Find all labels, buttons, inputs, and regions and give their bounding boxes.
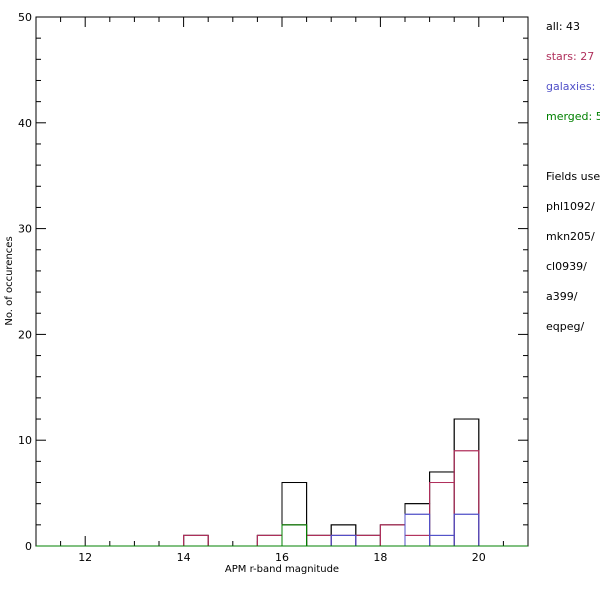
bar-galaxies bbox=[453, 513, 480, 547]
bar-all bbox=[379, 524, 406, 547]
bar-galaxies bbox=[404, 513, 431, 547]
bar-all bbox=[281, 482, 308, 547]
bar-stars bbox=[355, 534, 381, 547]
x-tick-label: 16 bbox=[275, 551, 289, 564]
x-tick-label: 18 bbox=[373, 551, 387, 564]
y-tick-label: 50 bbox=[18, 11, 32, 24]
bar-stars bbox=[379, 524, 406, 547]
bar-all bbox=[429, 471, 455, 547]
y-tick-label: 40 bbox=[18, 117, 32, 130]
y-tick-label: 10 bbox=[18, 434, 32, 447]
field-item: eqpeg/ bbox=[546, 320, 585, 333]
bar-all bbox=[306, 534, 332, 547]
y-tick-label: 20 bbox=[18, 328, 32, 341]
y-axis-label: No. of occurences bbox=[4, 236, 15, 325]
bar-stars bbox=[183, 534, 209, 547]
bar-all bbox=[453, 418, 480, 547]
bar-stars bbox=[330, 534, 357, 547]
bar-stars bbox=[429, 482, 455, 547]
x-tick-label: 20 bbox=[472, 551, 486, 564]
x-tick-label: 12 bbox=[78, 551, 92, 564]
bar-stars bbox=[404, 534, 431, 547]
bar-stars bbox=[281, 524, 308, 547]
bar-all bbox=[183, 534, 209, 547]
fields-used-title: Fields used bbox=[546, 170, 600, 183]
field-item: mkn205/ bbox=[546, 230, 595, 243]
x-tick-label: 14 bbox=[177, 551, 191, 564]
bar-all bbox=[355, 534, 381, 547]
field-item: cl0939/ bbox=[546, 260, 587, 273]
field-item: phl1092/ bbox=[546, 200, 595, 213]
bar-all bbox=[256, 534, 283, 547]
bar-merged bbox=[281, 524, 308, 547]
x-axis-label: APM r-band magnitude bbox=[225, 564, 339, 575]
legend-entry: stars: 27 bbox=[546, 50, 595, 63]
y-tick-label: 0 bbox=[25, 540, 32, 553]
bar-galaxies bbox=[330, 534, 357, 547]
bar-galaxies bbox=[429, 534, 455, 547]
bar-stars bbox=[453, 450, 480, 547]
legend-entry: merged: 5 bbox=[546, 110, 600, 123]
y-tick-label: 30 bbox=[18, 223, 32, 236]
legend-entry: all: 43 bbox=[546, 20, 581, 33]
legend-entry: galaxies: 1 bbox=[546, 80, 600, 93]
bar-all bbox=[404, 503, 431, 547]
field-item: a399/ bbox=[546, 290, 578, 303]
bar-stars bbox=[306, 534, 332, 547]
histogram-series bbox=[36, 418, 528, 547]
tick-labels: 12 14 16 18 20 0 10 20 30 40 50 bbox=[18, 11, 486, 564]
bar-stars bbox=[256, 534, 283, 547]
